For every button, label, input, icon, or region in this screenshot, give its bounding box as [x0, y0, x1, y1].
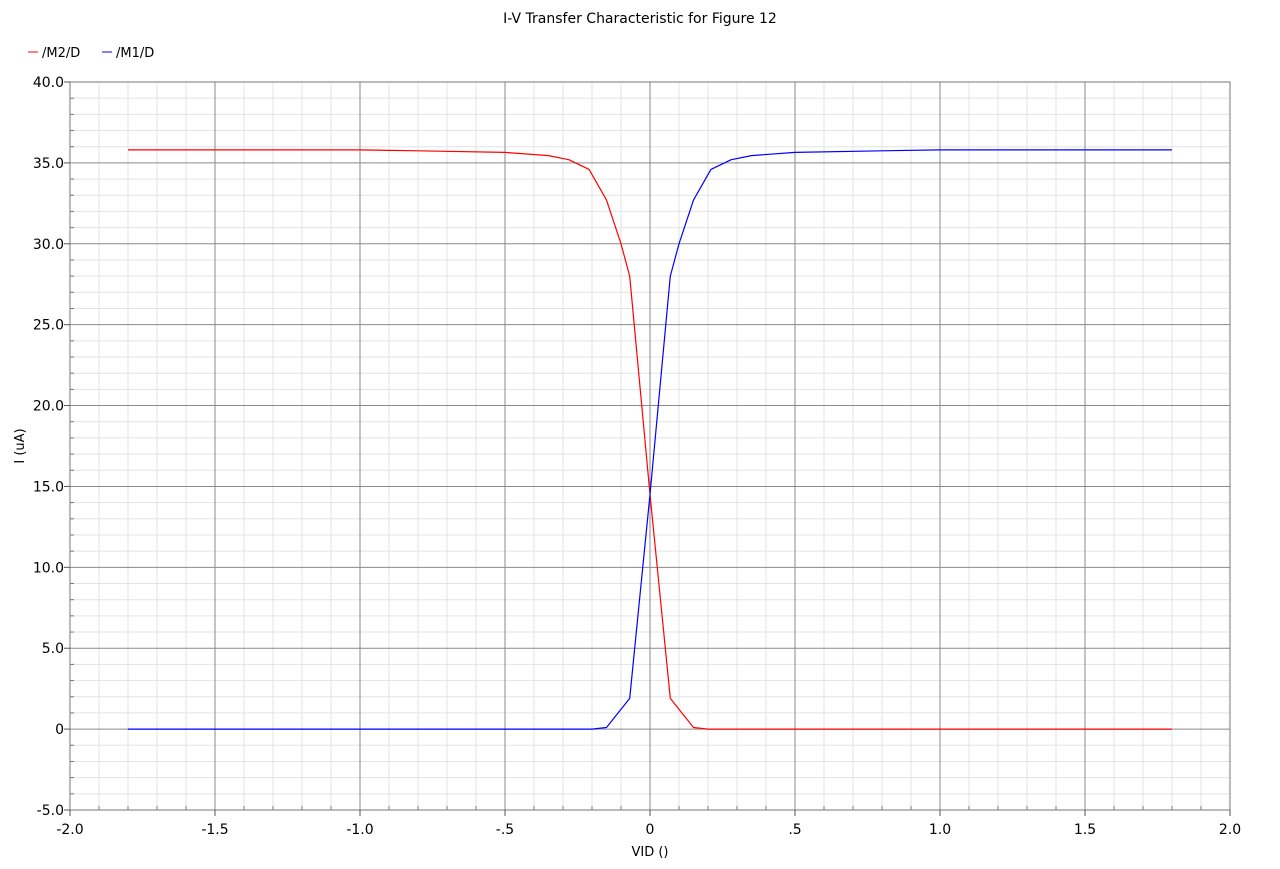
chart-title: I-V Transfer Characteristic for Figure 1…: [503, 11, 777, 27]
y-tick-label: 20.0: [33, 399, 64, 415]
series-line-m2-d: [128, 149, 1172, 730]
series-line-m1-d: [128, 149, 1172, 730]
x-tick-labels: -2.0 -1.5 -1.0 -.5 0 .5 1.0 1.5 2.0: [56, 822, 1241, 838]
x-tick-label: -.5: [496, 822, 514, 838]
x-axis-label: VID (): [631, 845, 668, 860]
y-tick-label: 0: [55, 722, 64, 738]
legend: /M2/D /M1/D: [28, 46, 154, 61]
y-tick-label: 15.0: [33, 479, 64, 495]
x-tick-label: -2.0: [56, 822, 83, 838]
y-tick-label: 5.0: [42, 641, 64, 657]
y-tick-label: 25.0: [33, 318, 64, 334]
x-tick-label: 2.0: [1219, 822, 1241, 838]
y-tick-label: 40.0: [33, 75, 64, 91]
x-tick-label: 1.0: [929, 822, 951, 838]
x-tick-label: -1.0: [346, 822, 373, 838]
minor-grid: [70, 82, 1230, 810]
legend-label-m1-d: /M1/D: [116, 46, 154, 61]
series-lines: [128, 149, 1172, 730]
tick-marks: [64, 81, 1231, 816]
x-tick-label: 1.5: [1074, 822, 1096, 838]
y-tick-label: 10.0: [33, 560, 64, 576]
y-tick-label: 30.0: [33, 237, 64, 253]
y-tick-labels: -5.0 0 5.0 10.0 15.0 20.0 25.0 30.0 35.0 40.0: [33, 75, 64, 819]
y-tick-label: 35.0: [33, 156, 64, 172]
x-tick-label: .5: [788, 822, 801, 838]
y-axis-label: I (uA): [13, 428, 28, 463]
y-tick-label: -5.0: [37, 803, 64, 819]
x-tick-label: 0: [646, 822, 655, 838]
legend-label-m2-d: /M2/D: [42, 46, 80, 61]
x-tick-label: -1.5: [201, 822, 228, 838]
